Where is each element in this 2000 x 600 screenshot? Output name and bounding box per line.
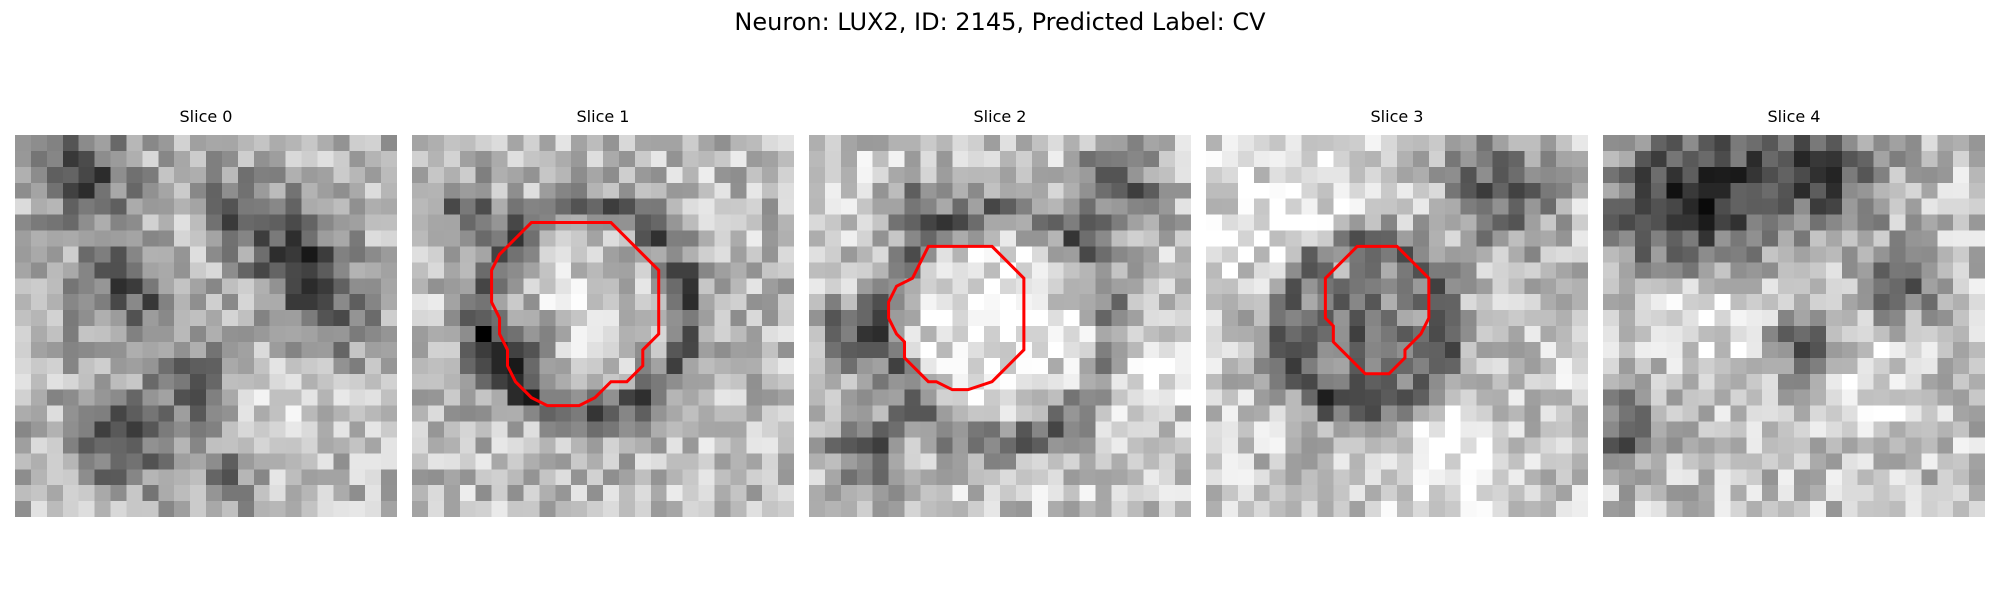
slice-image [1603, 135, 1985, 517]
slice-3-contour [1323, 244, 1431, 376]
slice-title: Slice 1 [576, 107, 630, 126]
slice-image [15, 135, 397, 517]
slice-1-canvas [412, 135, 794, 517]
slice-image [412, 135, 794, 517]
slice-2-canvas [809, 135, 1191, 517]
contour-outline [887, 244, 1026, 392]
slice-panel-1: Slice 1 [412, 107, 794, 517]
slice-1-contour [490, 221, 661, 408]
slice-title: Slice 3 [1370, 107, 1424, 126]
slice-0-canvas [15, 135, 397, 517]
slice-panel-0: Slice 0 [15, 107, 397, 517]
slice-panel-2: Slice 2 [809, 107, 1191, 517]
slice-image [809, 135, 1191, 517]
slice-title: Slice 2 [973, 107, 1027, 126]
slice-3-canvas [1206, 135, 1588, 517]
contour-outline [1323, 244, 1431, 376]
slice-4-canvas [1603, 135, 1985, 517]
slice-panel-4: Slice 4 [1603, 107, 1985, 517]
slice-2-contour [887, 244, 1026, 392]
slice-title: Slice 0 [179, 107, 233, 126]
slice-title: Slice 4 [1767, 107, 1821, 126]
slice-panel-3: Slice 3 [1206, 107, 1588, 517]
contour-outline [490, 221, 661, 408]
figure-title: Neuron: LUX2, ID: 2145, Predicted Label:… [734, 8, 1266, 36]
slice-image [1206, 135, 1588, 517]
